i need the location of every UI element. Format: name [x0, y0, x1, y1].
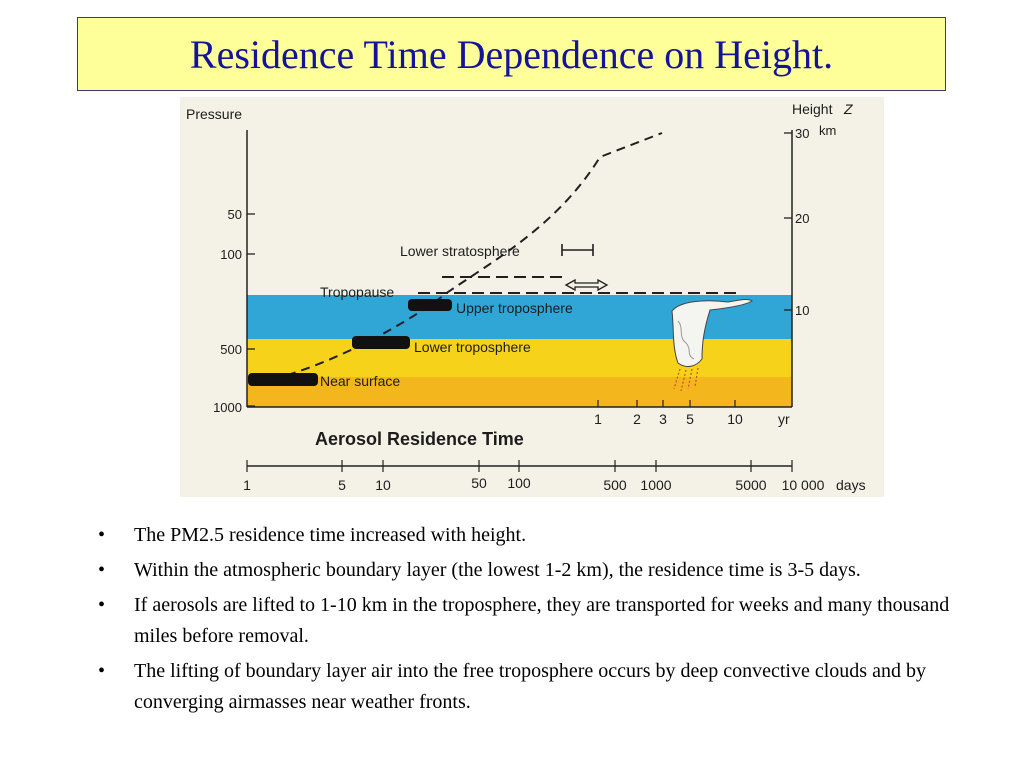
residence-time-curve: [257, 132, 663, 384]
convective-cloud-icon: [671, 298, 753, 392]
bullet-item: If aerosols are lifted to 1-10 km in the…: [96, 590, 956, 652]
year-unit-label: yr: [778, 411, 790, 427]
day-tick-label: 50: [471, 475, 487, 491]
bullet-item: Within the atmospheric boundary layer (t…: [96, 555, 956, 586]
upper-troposphere-range-bar: [408, 299, 452, 311]
cloud-shading: [677, 320, 695, 360]
day-tick-label: 10: [375, 477, 391, 493]
height-tick-label: 20: [795, 211, 809, 226]
pressure-tick-label: 50: [228, 207, 242, 222]
day-tick-label: 1: [243, 477, 251, 493]
bullet-item: The PM2.5 residence time increased with …: [96, 520, 956, 551]
height-axis-label: Height: [792, 101, 833, 117]
year-tick-label: 10: [727, 411, 743, 427]
height-tick-label: 10: [795, 303, 809, 318]
near-surface-band: [247, 377, 792, 407]
label-upper-troposphere: Upper troposphere: [456, 300, 573, 316]
label-near-surface: Near surface: [320, 373, 400, 389]
day-tick-label: 5000: [735, 477, 766, 493]
residence-time-diagram: Pressure Height Z km 50 100 500 1000 30 …: [186, 101, 866, 493]
day-ticks: 1 5 10 50 100 500 1000 5000 10 000 days: [243, 460, 866, 493]
bullet-item: The lifting of boundary layer air into t…: [96, 656, 956, 718]
year-tick-label: 2: [633, 411, 641, 427]
day-tick-label: 1000: [640, 477, 671, 493]
day-tick-label: 500: [603, 477, 627, 493]
slide-title: Residence Time Dependence on Height.: [189, 31, 834, 77]
day-tick-label: 5: [338, 477, 346, 493]
near-surface-range-bar: [248, 373, 318, 386]
label-lower-stratosphere: Lower stratosphere: [400, 243, 520, 259]
cloud-anvil: [671, 298, 753, 367]
double-arrow-icon: [564, 278, 609, 292]
chart-title: Aerosol Residence Time: [315, 429, 524, 449]
label-lower-troposphere: Lower troposphere: [414, 339, 531, 355]
pressure-tick-label: 100: [220, 247, 242, 262]
pressure-axis-label: Pressure: [186, 106, 242, 122]
pressure-tick-label: 500: [220, 342, 242, 357]
height-tick-label: 30: [795, 126, 809, 141]
height-ticks: 30 20 10: [784, 126, 809, 318]
lower-troposphere-range-bar: [352, 336, 410, 349]
year-tick-label: 3: [659, 411, 667, 427]
residence-time-figure: Pressure Height Z km 50 100 500 1000 30 …: [180, 97, 884, 497]
title-box: Residence Time Dependence on Height.: [77, 17, 946, 91]
bullet-list: The PM2.5 residence time increased with …: [96, 520, 956, 722]
height-axis-unit: km: [819, 123, 836, 138]
year-tick-label: 5: [686, 411, 694, 427]
day-tick-label: 100: [507, 475, 531, 491]
height-axis-symbol: Z: [843, 101, 853, 117]
days-unit-label: days: [836, 477, 866, 493]
pressure-ticks: 50 100 500 1000: [213, 207, 255, 415]
day-tick-label: 10 000: [782, 477, 825, 493]
label-tropopause: Tropopause: [320, 284, 394, 300]
pressure-tick-label: 1000: [213, 400, 242, 415]
year-tick-label: 1: [594, 411, 602, 427]
year-ticks: 1 2 3 5 10 yr: [594, 400, 790, 427]
